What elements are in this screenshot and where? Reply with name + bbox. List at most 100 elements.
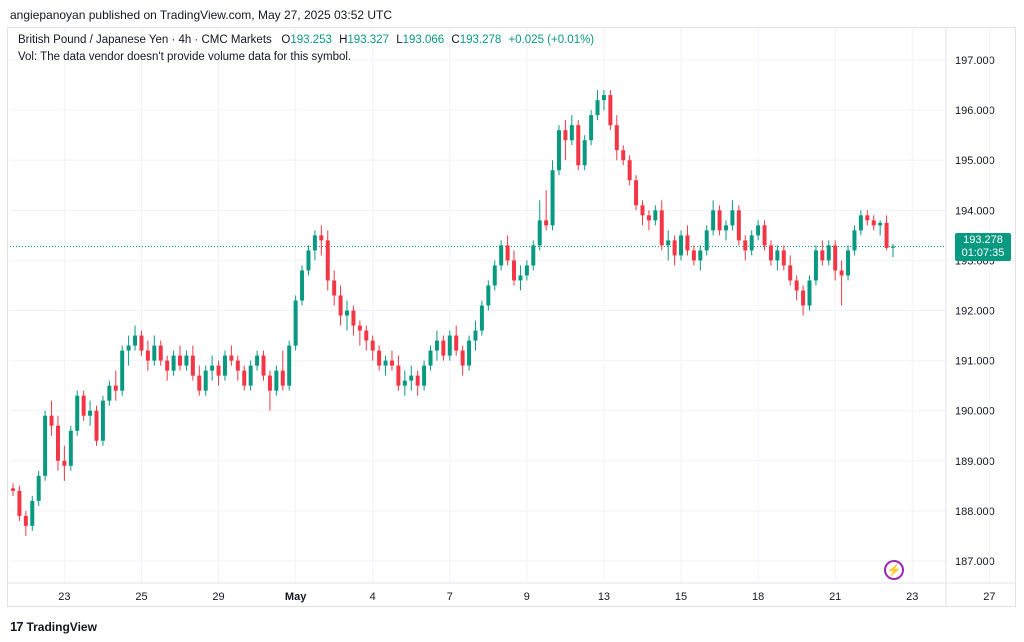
candle-body [679,235,684,256]
candle [370,335,375,361]
candle-body [145,350,150,361]
candle [113,370,118,401]
candle [544,190,549,231]
candle-body [434,340,439,351]
candle-body [672,240,677,256]
high-label: H [339,34,348,46]
candle-body [756,225,761,236]
candle-body [222,355,227,376]
candle [499,240,504,271]
candle-body [807,280,812,306]
candle [68,425,73,471]
low-value: 193.066 [402,34,445,46]
candle-body [165,360,170,371]
candle [133,325,138,351]
candle [891,244,895,258]
brand-name: TradingView [26,619,97,634]
lightning-bolt-icon[interactable]: ⚡ [884,560,904,580]
candle [614,115,619,161]
candle-body [332,280,337,296]
candle-body [216,365,221,376]
candle-body [479,305,484,331]
candle [820,240,825,266]
candle-body [614,125,619,151]
candle-body [531,245,536,266]
candle-body [595,100,600,116]
candle-body [293,300,298,346]
chart-pane[interactable]: 197.000 196.000 195.000 194.000 193.000 192.0… [7,27,1016,607]
candle-body [556,130,561,171]
candle [300,265,305,306]
candle [145,340,150,371]
candle-body [717,210,722,231]
candle [274,365,279,396]
candle [36,470,41,506]
candle-body [75,395,80,431]
candle [171,350,176,376]
candle [222,350,227,381]
candle [601,90,606,111]
candle [203,365,208,396]
candle [216,360,221,386]
candle [576,120,581,171]
candle-body [255,355,260,366]
candle-body [248,365,253,386]
candle-body [653,210,658,221]
tradingview-logo[interactable]: 17 TradingView [10,619,97,634]
candle-body [505,245,510,261]
candle [839,260,844,306]
candle [807,275,812,311]
candle [402,370,407,396]
candle [691,245,696,266]
symbol-line[interactable]: British Pound / Japanese Yen · 4h · CMC … [18,34,272,46]
candle-body [178,355,182,366]
candle-body [235,360,240,371]
candle-body [370,340,375,351]
x-tick-label: May [285,591,307,603]
candle [364,325,369,351]
candle-body [261,355,266,376]
candle [261,350,266,381]
candle-body [55,425,60,461]
bar-countdown: 01:07:35 [961,247,1005,259]
candle-body [833,245,838,271]
candle-body [634,180,639,206]
candle-body [781,250,786,266]
candle [357,320,362,346]
candle [62,445,67,481]
candle-body [107,385,112,401]
candle-body [646,215,651,221]
candle [293,295,298,351]
candle [711,200,716,236]
candle [704,225,709,256]
candle-body [30,500,35,526]
x-tick-label: 27 [983,591,995,603]
candle-body [460,350,465,366]
y-tick-label: 194.000 [955,205,995,217]
candle [698,245,703,271]
candle [794,275,799,301]
candle-body [357,325,362,331]
candle [788,255,793,286]
candle [467,335,472,371]
x-tick-label: 7 [447,591,453,603]
candle-body [312,235,317,251]
candle-body [512,260,517,281]
candle [724,220,728,241]
candlestick-chart[interactable]: 197.000196.000195.000194.000193.000192.0… [8,28,1015,606]
candle [190,345,195,381]
candle [531,240,536,271]
candle [454,325,459,356]
candle-body [280,370,285,386]
candle-body [486,285,491,306]
candle-body [158,345,163,361]
candle-body [43,415,48,476]
candle-body [788,265,793,281]
candle [646,210,651,231]
candle-body [171,355,176,371]
x-tick-label: 21 [829,591,841,603]
candle [768,240,773,266]
candle [666,230,671,261]
candle-body [242,370,247,386]
candle [537,200,542,251]
